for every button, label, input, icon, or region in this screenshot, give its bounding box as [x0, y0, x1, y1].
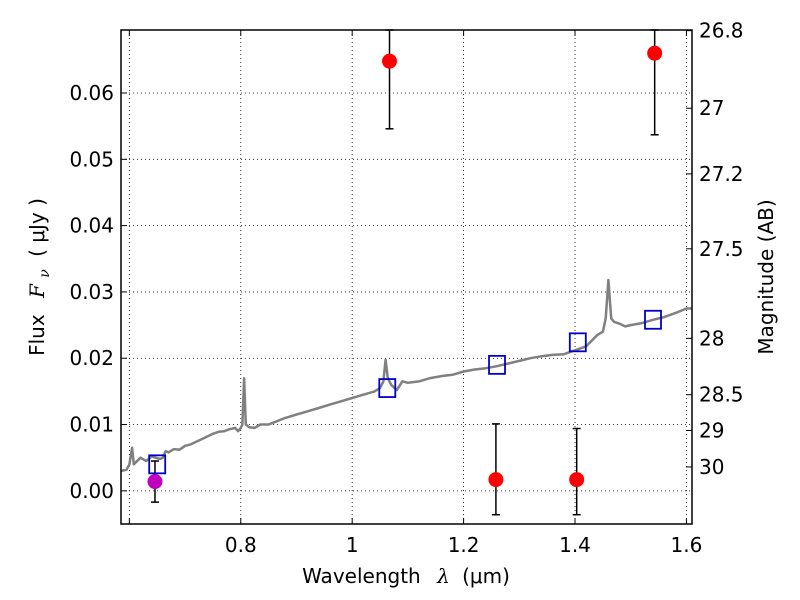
y2-tick-label: 27.2	[699, 162, 744, 186]
y-axis-label-unit: ( μJy )	[25, 198, 49, 257]
x-axis-label: Wavelength λ (μm)	[302, 564, 510, 588]
y-tick-label: 0.06	[69, 81, 114, 105]
y2-axis-label: Magnitude (AB)	[754, 199, 778, 354]
measured-red-marker	[647, 45, 663, 61]
x-tick-label: 1.6	[671, 533, 703, 557]
y-tick-label: 0.03	[69, 280, 114, 304]
measured-red-marker	[569, 472, 585, 488]
x-tick-label: 0.8	[225, 533, 257, 557]
y-axis-label-symbol: F	[25, 283, 49, 299]
y-tick-label: 0.01	[69, 413, 114, 437]
measured-red-marker	[382, 53, 398, 69]
model-bandflux-marker	[644, 309, 662, 330]
y-axis-ticks: 0.00 0.01 0.02 0.03 0.04 0.05 0.06	[69, 81, 127, 503]
model-bandflux-marker	[378, 378, 397, 398]
measured-red-marker	[488, 472, 504, 488]
y-tick-label: 0.04	[69, 214, 114, 238]
x-tick-label: 1	[346, 533, 359, 557]
y2-axis-ticks: 26.8 27 27.2 27.5 28 28.5 29 30	[686, 19, 744, 479]
model-bandflux-marker	[148, 454, 167, 475]
y-axis-label-text: Flux	[25, 314, 49, 356]
model-spectrum-line	[120, 278, 692, 473]
y2-tick-label: 28.5	[699, 383, 744, 407]
y-axis-label: Flux F ν ( μJy )	[25, 198, 54, 356]
markers-layer	[147, 45, 663, 490]
plot-background	[121, 30, 692, 524]
x-axis-label-symbol: λ	[436, 564, 450, 588]
y2-tick-label: 27	[699, 96, 724, 120]
y2-tick-label: 28	[699, 326, 724, 350]
measured-magenta-marker	[147, 474, 163, 490]
y-tick-label: 0.02	[69, 346, 114, 370]
y-tick-label: 0.05	[69, 147, 114, 171]
x-tick-label: 1.2	[448, 533, 480, 557]
model-spectrum-layer	[120, 278, 692, 473]
x-axis-label-text: Wavelength	[302, 564, 421, 588]
y-axis-label-subscript: ν	[37, 269, 53, 278]
y2-tick-label: 30	[699, 455, 724, 479]
y-tick-label: 0.00	[69, 479, 114, 503]
x-axis-label-unit: (μm)	[462, 564, 510, 588]
plot-frame	[120, 29, 693, 525]
x-axis-ticks: 0.8 1 1.2 1.4 1.6	[128, 30, 703, 557]
y2-tick-label: 27.5	[699, 237, 744, 261]
y2-tick-label: 26.8	[699, 19, 744, 43]
model-bandflux-marker	[568, 332, 587, 353]
model-bandflux-marker	[488, 354, 506, 375]
x-tick-label: 1.4	[559, 533, 591, 557]
y2-tick-label: 29	[699, 419, 724, 443]
